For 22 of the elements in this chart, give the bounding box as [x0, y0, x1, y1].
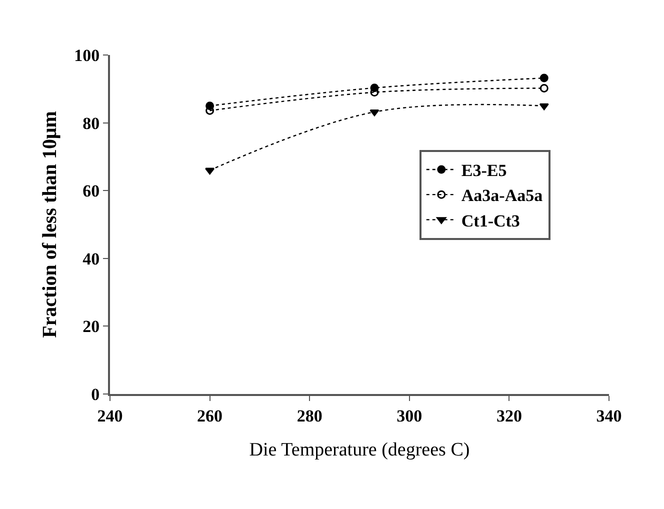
y-tick-label: 0 — [91, 384, 100, 404]
point — [205, 168, 215, 175]
x-tick-label: 300 — [396, 406, 422, 426]
point — [539, 103, 549, 110]
y-tick-label: 40 — [82, 249, 100, 268]
x-axis-title: Die Temperature (degrees C) — [249, 440, 470, 461]
x-tick-label: 320 — [496, 406, 522, 426]
point — [370, 109, 380, 116]
x-tick-label: 340 — [596, 406, 622, 426]
x-tick-label: 280 — [296, 406, 322, 426]
x-tick-label: 260 — [197, 406, 223, 426]
legend-label: Aa3a-Aa5a — [461, 186, 544, 206]
y-tick-label: 80 — [82, 114, 100, 133]
point — [540, 74, 548, 82]
point — [540, 84, 548, 92]
y-tick-label: 60 — [82, 182, 100, 201]
x-tick-label: 240 — [97, 406, 123, 426]
y-tick-label: 100 — [74, 46, 100, 65]
legend-label: Ct1-Ct3 — [461, 211, 520, 230]
legend-label: E3-E5 — [461, 161, 507, 180]
y-axis-title: Fraction of less than 10μm — [39, 110, 62, 338]
y-tick-label: 20 — [82, 317, 100, 336]
